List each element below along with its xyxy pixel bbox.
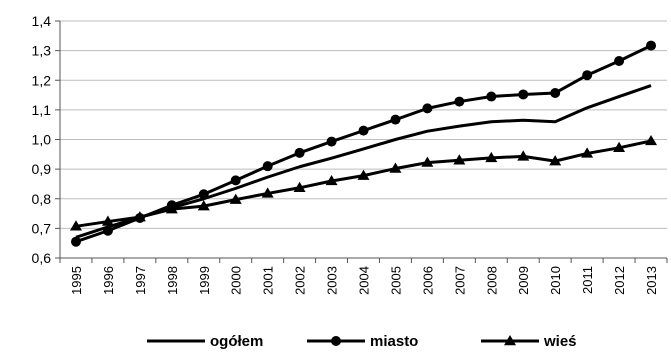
legend-label: miasto [370, 333, 418, 350]
data-point [486, 91, 497, 102]
data-point [645, 134, 658, 146]
data-point [389, 162, 402, 173]
series-3 [69, 134, 658, 231]
x-tick-label: 2011 [580, 266, 595, 294]
x-tick-label: 1998 [165, 266, 180, 295]
data-point [421, 156, 434, 167]
data-point [358, 125, 369, 136]
data-point [517, 150, 530, 161]
data-point [485, 151, 498, 163]
y-tick-label: 1,0 [32, 132, 52, 148]
data-point [518, 89, 529, 100]
x-tick-labels: 1995 1996 1997 1998 1999 2000 2001 2002 2003 2004… [69, 266, 659, 295]
x-tick-label: 2009 [516, 266, 531, 295]
data-point [549, 155, 562, 166]
y-tick-label: 1,2 [32, 72, 52, 88]
data-point [357, 169, 370, 180]
data-point [550, 87, 561, 98]
data-point [581, 147, 594, 158]
data-point [69, 220, 82, 231]
data-point [294, 147, 305, 158]
legend-item: miasto [307, 333, 418, 350]
x-tick-label: 2003 [325, 266, 340, 295]
data-point [614, 55, 625, 66]
x-tick-label: 2004 [357, 266, 372, 295]
legend-item: ogółem [147, 333, 263, 350]
y-tick-label: 0,9 [32, 161, 52, 177]
data-point [165, 203, 178, 214]
legend-label: ogółem [210, 333, 263, 350]
data-point [293, 181, 306, 192]
data-point [133, 211, 146, 222]
y-tick-label: 1,1 [32, 102, 52, 118]
data-point [646, 40, 657, 51]
data-point [229, 193, 242, 204]
x-tick-label: 1999 [197, 266, 212, 295]
legend-label: wieś [543, 333, 577, 350]
x-tick-label: 2000 [229, 266, 244, 295]
series-2 [70, 40, 657, 247]
data-point [453, 154, 466, 165]
gridlines [60, 20, 667, 259]
x-tick-label: 2013 [644, 266, 659, 295]
legend-item: wieś [481, 333, 577, 350]
data-point [102, 225, 113, 236]
x-tick-label: 2005 [388, 266, 403, 295]
data-point [325, 174, 338, 186]
x-tick-label: 2012 [612, 266, 627, 295]
data-point [70, 236, 81, 247]
series-line [75, 139, 652, 228]
data-point [230, 175, 241, 186]
data-point [454, 96, 465, 107]
x-tick-label: 1995 [69, 266, 84, 295]
data-point [613, 141, 626, 152]
legend: ogółem miasto wieś [147, 333, 577, 350]
x-tick-label: 1997 [133, 266, 148, 295]
y-tick-label: 1,4 [32, 13, 52, 29]
y-tick-label: 0,7 [32, 220, 52, 236]
y-tick-labels: 0,6 0,7 0,8 0,9 1,0 1,1 1,2 1,3 1,4 [32, 13, 52, 266]
y-tick-label: 0,6 [32, 250, 52, 266]
data-point [198, 189, 209, 200]
x-tick-label: 2002 [293, 266, 308, 295]
data-point [262, 161, 273, 172]
data-point [582, 70, 593, 81]
data-point [197, 200, 210, 211]
x-tick-label: 2010 [548, 266, 563, 295]
series-line [75, 84, 652, 239]
x-tick-label: 2007 [452, 266, 467, 295]
data-point [390, 114, 401, 125]
data-point [261, 187, 274, 198]
x-tick-label: 2008 [484, 266, 499, 295]
legend-marker [504, 335, 516, 346]
axes [55, 20, 668, 263]
series-lines [69, 40, 658, 247]
y-tick-label: 1,3 [32, 43, 52, 59]
series-1 [75, 84, 652, 239]
x-tick-label: 2006 [420, 266, 435, 295]
legend-marker [331, 336, 341, 346]
data-point [101, 215, 114, 226]
y-tick-label: 0,8 [32, 191, 52, 207]
x-tick-label: 2001 [261, 266, 276, 295]
data-point [326, 136, 337, 147]
x-tick-label: 1996 [101, 266, 116, 295]
data-point [422, 103, 433, 114]
